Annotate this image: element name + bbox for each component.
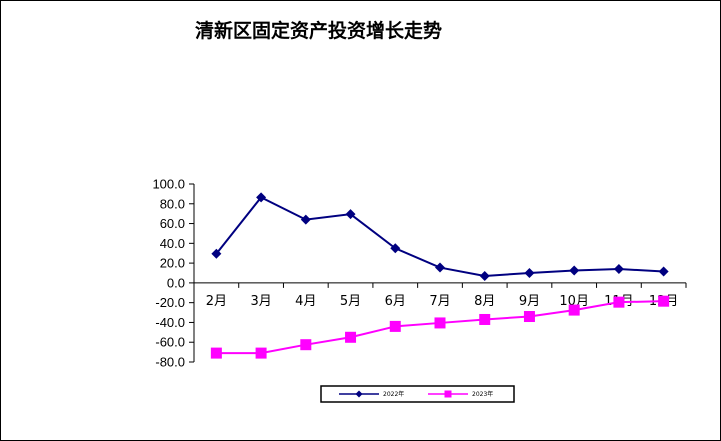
data-point [434,317,446,329]
data-point [613,264,624,275]
data-point [389,320,401,332]
data-point [479,270,490,281]
legend-marker [444,390,452,398]
x-tick-label: 5月 [340,294,361,309]
x-tick-label: 8月 [474,294,495,309]
y-tick-label: 80.0 [160,196,185,211]
data-point [345,331,357,343]
data-point [390,243,401,254]
series-2 [210,295,670,359]
data-point [210,347,222,359]
data-point [479,313,491,325]
data-point [435,262,445,273]
data-point [524,268,535,278]
data-point [345,209,356,220]
x-tick-label: 6月 [385,294,406,309]
series-layer [210,192,670,359]
data-point [211,248,222,259]
data-point [658,295,670,307]
data-point [658,266,669,277]
series-1 [211,192,669,281]
x-tick-label: 10月 [559,294,589,309]
y-tick-label: 0.0 [167,275,185,290]
y-tick-label: -80.0 [155,355,185,370]
legend-box [320,385,515,403]
axes: 100.0 80.0 60.0 40.0 20.0 0.0 -20.0 -40.0 -60.0 -… [152,177,687,370]
legend-label: 2022年 [383,390,404,398]
legend: 2022年 2023年 [320,385,515,403]
y-tick-label: -40.0 [155,315,185,330]
y-tick-label: 40.0 [160,236,185,251]
data-point [569,265,580,276]
data-point [256,192,267,203]
y-tick-label: -20.0 [155,295,185,310]
x-tick-label: 7月 [429,294,450,309]
y-tick-label: -60.0 [155,335,185,350]
data-point [300,214,311,225]
x-tick-label: 4月 [295,294,316,309]
y-tick-label: 20.0 [160,256,185,271]
data-point [613,296,625,308]
chart-title: 清新区固定资产投资增长走势 [195,20,443,42]
legend-label: 2023年 [472,390,493,398]
legend-marker [355,390,363,398]
data-point [255,347,267,359]
y-tick-label: 60.0 [160,216,185,231]
y-tick-label: 100.0 [152,177,185,192]
data-point [568,304,580,316]
x-tick-label: 9月 [519,294,540,309]
data-point [300,339,312,351]
x-tick-label: 2月 [206,294,227,309]
x-tick-label: 3月 [250,294,271,309]
data-point [523,311,535,323]
